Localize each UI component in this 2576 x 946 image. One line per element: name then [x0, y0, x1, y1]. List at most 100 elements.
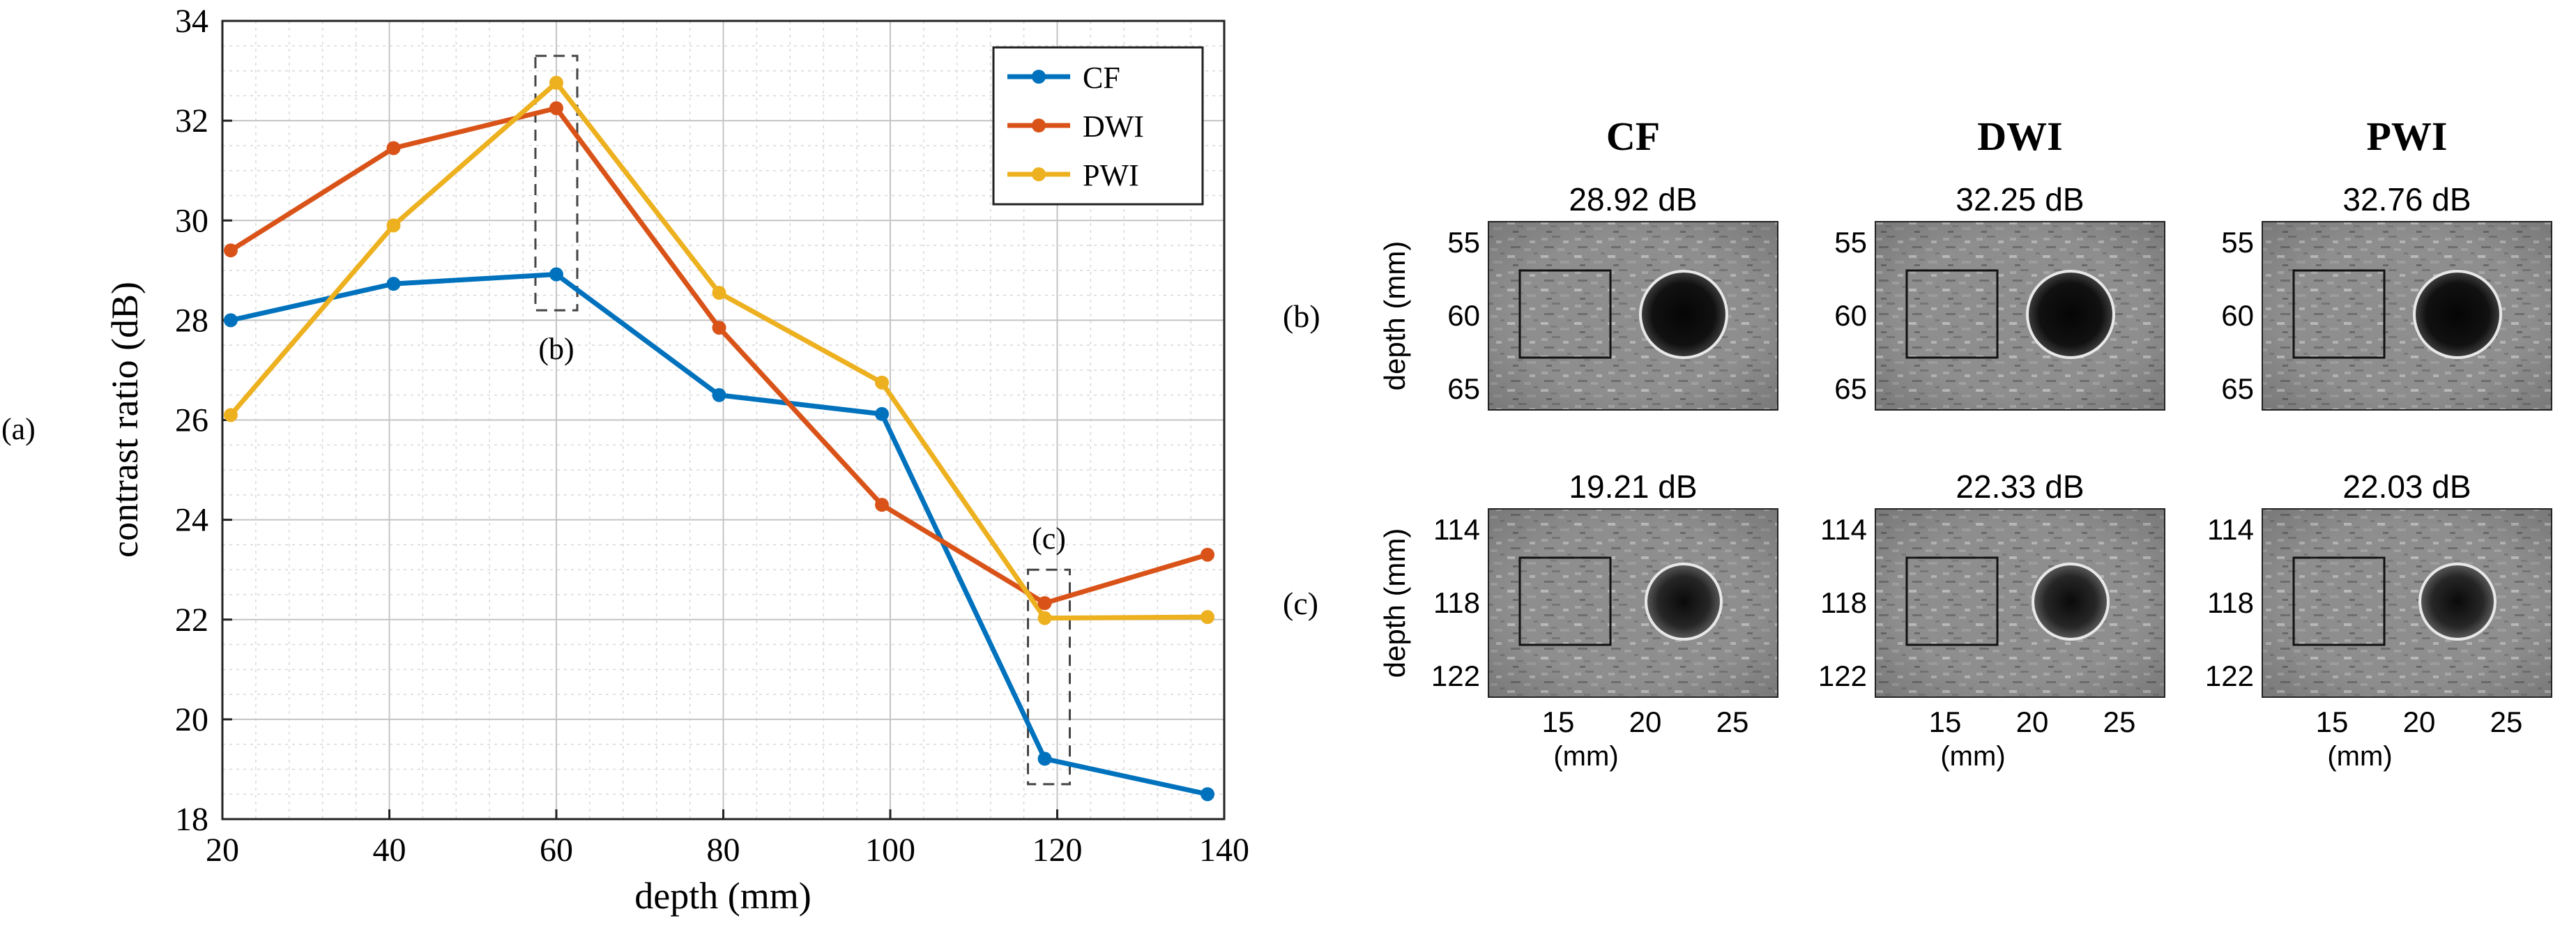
image-shading: [1875, 509, 2165, 697]
image-frame: [2262, 221, 2552, 411]
image-y-tick-label: 114: [2207, 513, 2254, 546]
data-point-cf: [223, 313, 238, 328]
legend: CF DWI PWI: [992, 46, 1204, 206]
contrast-value-dwi-c: 22.33 dB: [1956, 468, 2084, 505]
panel-label-c: (c): [1283, 586, 1318, 621]
panel-label-a: (a): [1, 412, 36, 446]
data-point-cf: [386, 277, 401, 291]
image-y-tick-label: 122: [1818, 659, 1867, 692]
image-x-tick-label: 20: [2016, 705, 2049, 738]
cyst-roi-circle: [2032, 563, 2110, 641]
x-tick-label: 80: [707, 832, 740, 869]
image-y-tick-label: 55: [1447, 226, 1480, 259]
image-frame: [1488, 221, 1778, 411]
cyst-roi-circle: [2413, 270, 2502, 359]
image-x-tick-label: 25: [2490, 705, 2523, 738]
data-point-dwi: [875, 498, 890, 512]
image-y-tick-label: 55: [1834, 226, 1867, 259]
image-y-tick-label: 60: [1834, 299, 1867, 332]
image-x-tick-label: 25: [1716, 705, 1749, 738]
contrast-value-cf-c: 19.21 dB: [1569, 468, 1697, 505]
y-tick-label: 24: [175, 502, 208, 539]
image-y-tick-label: 114: [1433, 513, 1480, 546]
data-point-cf: [1201, 787, 1215, 802]
data-point-pwi: [1201, 610, 1215, 625]
cyst-roi-circle: [2418, 563, 2497, 641]
image-y-tick-label: 118: [2207, 586, 2254, 619]
annotation-box-c: [1027, 568, 1072, 786]
image-x-tick-label: 15: [1542, 705, 1575, 738]
data-point-dwi: [712, 321, 726, 335]
legend-marker-dwi: [1032, 119, 1046, 132]
data-point-pwi: [549, 75, 563, 90]
cyst-region: [2034, 565, 2107, 638]
legend-marker-pwi: [1032, 167, 1046, 181]
image-shading: [1488, 509, 1778, 697]
annotation-label: (b): [538, 332, 574, 366]
annotation-boxes: (b) (c): [534, 54, 1072, 786]
x-tick-label: 120: [1032, 832, 1083, 869]
data-point-dwi: [1201, 547, 1215, 562]
contrast-value-pwi-b: 32.76 dB: [2342, 181, 2471, 218]
image-y-tick-label: 65: [1834, 372, 1867, 405]
x-tick-label: 100: [865, 832, 915, 869]
data-point-cf: [549, 267, 563, 282]
x-tick-label: 40: [373, 832, 406, 869]
x-tick-label: 140: [1199, 832, 1249, 869]
image-x-tick-label: 25: [2103, 705, 2136, 738]
image-y-tick-label: 55: [2221, 226, 2254, 259]
image-y-axis-label: depth (mm): [1378, 241, 1411, 391]
cyst-region: [2421, 565, 2494, 638]
column-header-dwi: DWI: [1977, 114, 2062, 159]
column-header-pwi: PWI: [2367, 114, 2448, 159]
data-point-pwi: [223, 408, 238, 422]
legend-marker-cf: [1032, 70, 1046, 84]
x-axis-label: depth (mm): [634, 875, 811, 917]
image-y-tick-label: 60: [2221, 299, 2254, 332]
background-roi-box: [1518, 269, 1612, 359]
background-roi-box: [1518, 556, 1612, 646]
image-y-tick-label: 65: [2221, 372, 2254, 405]
background-roi-box: [2292, 269, 2386, 359]
image-y-tick-label: 118: [1820, 586, 1867, 619]
image-x-axis-label: (mm): [1553, 741, 1618, 772]
data-point-cf: [712, 388, 726, 402]
image-y-tick-label: 122: [2205, 659, 2254, 692]
image-x-axis-label: (mm): [1940, 741, 2005, 772]
annotation-box-b: [534, 54, 579, 312]
contrast-value-pwi-c: 22.03 dB: [2342, 468, 2471, 505]
data-point-cf: [875, 406, 890, 421]
image-y-tick-label: 65: [1447, 372, 1480, 405]
panel-label-b: (b): [1283, 298, 1320, 334]
background-roi-box: [1905, 556, 1999, 646]
legend-label-cf: CF: [1083, 61, 1120, 95]
image-frame: [1875, 508, 2165, 698]
image-frame: [2262, 508, 2552, 698]
y-tick-label: 20: [175, 701, 208, 738]
y-tick-label: 30: [175, 202, 208, 239]
cyst-region: [1642, 273, 1725, 356]
image-y-tick-label: 122: [1431, 659, 1480, 692]
data-point-pwi: [712, 286, 726, 300]
y-tick-label: 22: [175, 602, 208, 639]
background-roi-box: [1905, 269, 1999, 359]
y-axis-label: contrast ratio (dB): [104, 282, 146, 558]
image-shading: [1488, 222, 1778, 410]
data-point-dwi: [549, 101, 563, 116]
image-y-tick-label: 60: [1447, 299, 1480, 332]
image-frame: [1875, 221, 2165, 411]
data-point-pwi: [386, 218, 401, 233]
y-tick-label: 32: [175, 102, 208, 139]
image-y-tick-label: 114: [1820, 513, 1867, 546]
data-point-dwi: [1037, 596, 1052, 611]
y-tick-label: 26: [175, 402, 208, 439]
cyst-region: [1647, 565, 1720, 638]
data-point-dwi: [223, 243, 238, 258]
y-tick-label: 18: [175, 801, 208, 838]
cyst-region: [2416, 273, 2499, 356]
image-x-tick-label: 15: [2316, 705, 2349, 738]
image-y-axis-label: depth (mm): [1378, 528, 1411, 678]
cyst-roi-circle: [2026, 270, 2115, 359]
